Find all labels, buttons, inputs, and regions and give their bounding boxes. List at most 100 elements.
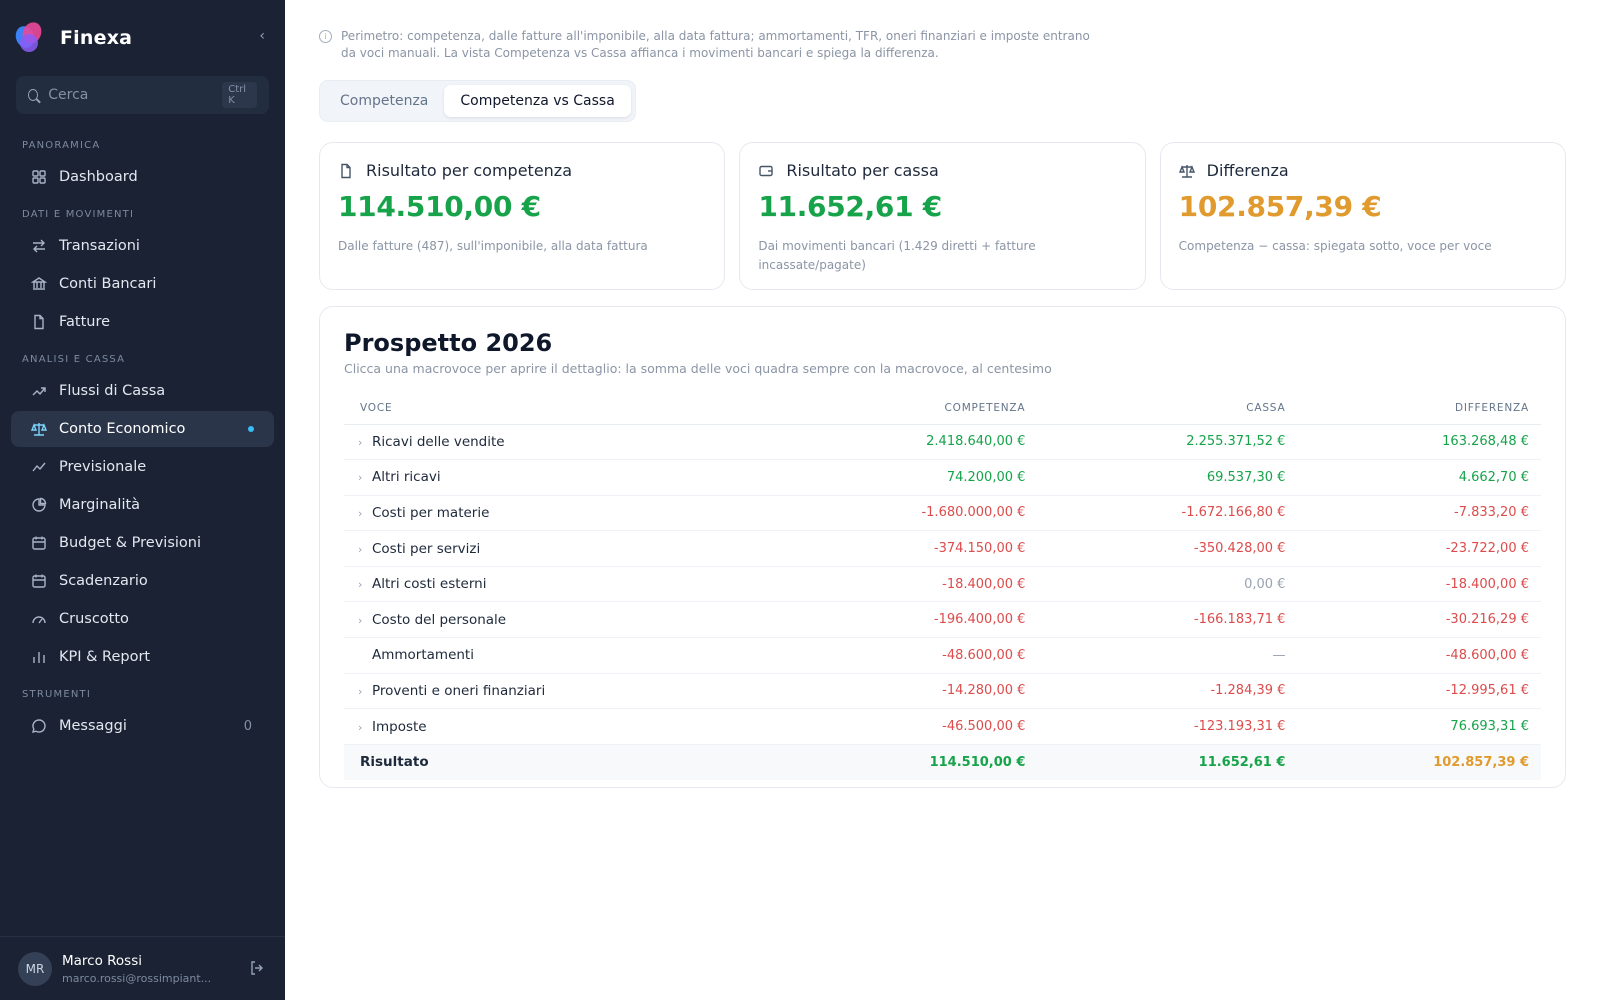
cell-cassa: 69.537,30 € — [1037, 459, 1298, 496]
sidebar-item-conto-economico[interactable]: Conto Economico — [11, 411, 274, 447]
search-icon — [28, 89, 39, 101]
sidebar-item-conti-bancari[interactable]: Conti Bancari — [11, 266, 274, 302]
cell-competenza: -18.400,00 € — [777, 566, 1038, 603]
card-value: 11.652,61 € — [758, 190, 942, 223]
info-text: Perimetro: competenza, dalle fatture all… — [341, 29, 1090, 60]
card-risultato-cassa: Risultato per cassa 11.652,61 € Dai movi… — [739, 142, 1146, 290]
chevron-right-icon[interactable]: › — [358, 435, 363, 449]
sidebar-item-fatture[interactable]: Fatture — [11, 304, 274, 340]
gauge-icon — [31, 611, 47, 627]
table-row[interactable]: › Altri ricavi 74.200,00 €69.537,30 €4.662… — [344, 459, 1541, 496]
table-row[interactable]: › Costi per servizi -374.150,00 € -350.428,… — [344, 530, 1541, 567]
sidebar-item-dashboard[interactable]: Dashboard — [11, 159, 274, 195]
sidebar-item-kpi-report[interactable]: KPI & Report — [11, 639, 274, 675]
search-input[interactable] — [48, 87, 223, 103]
sidebar-item-budget[interactable]: Budget & Previsioni — [11, 525, 274, 561]
sidebar-item-scadenzario[interactable]: Scadenzario — [11, 563, 274, 599]
card-risultato-competenza: Risultato per competenza 114.510,00 € Da… — [319, 142, 726, 290]
cell-differenza: -23.722,00 € — [1297, 530, 1541, 567]
sidebar-item-label: Marginalità — [59, 497, 141, 513]
cell-competenza: -196.400,00 € — [777, 601, 1038, 639]
collapse-sidebar-icon[interactable]: ‹ — [259, 28, 265, 44]
section-strumenti: STRUMENTI — [22, 689, 92, 700]
chevron-right-icon[interactable]: › — [358, 684, 363, 698]
bar-chart-icon — [31, 649, 47, 665]
chevron-right-icon[interactable]: › — [358, 613, 363, 627]
app-name: Finexa — [60, 27, 133, 49]
tab-competenza-vs-cassa[interactable]: Competenza vs Cassa — [444, 85, 631, 117]
sidebar-item-label: Previsionale — [59, 459, 147, 475]
sidebar-item-marginalita[interactable]: Marginalità — [11, 487, 274, 523]
header-voce: VOCE — [344, 392, 778, 425]
cell-voce: › Imposte — [344, 708, 778, 745]
sidebar-item-label: Flussi di Cassa — [59, 383, 166, 399]
cell-voce: › Altri costi esterni — [344, 566, 778, 603]
panel-subtitle: Clicca una macrovoce per aprire il detta… — [344, 361, 1052, 376]
grid-icon — [31, 169, 47, 185]
chevron-right-icon[interactable]: › — [358, 506, 363, 520]
chevron-right-icon[interactable]: › — [358, 720, 363, 734]
row-label: Costi per servizi — [372, 540, 481, 557]
user-profile[interactable]: MR Marco Rossi marco.rossi@rossimpiant..… — [0, 936, 285, 1000]
message-icon — [31, 718, 47, 734]
sidebar-item-label: Fatture — [59, 314, 111, 330]
cell-voce: › Costo del personale — [344, 601, 778, 639]
cell-cassa: 0,00 € — [1037, 566, 1298, 603]
cell-differenza: 163.268,48 € — [1297, 424, 1541, 461]
calendar-icon — [31, 573, 47, 589]
search-box[interactable]: Ctrl K — [16, 76, 269, 114]
row-label: Ammortamenti — [372, 647, 474, 664]
sidebar-item-label: Conto Economico — [59, 421, 186, 437]
table-row[interactable]: › Costi per materie -1.680.000,00 € -1.672.… — [344, 495, 1541, 532]
pie-chart-icon — [31, 497, 47, 513]
table-row: Ammortamenti -48.600,00 € — -48.600,00 € — [344, 637, 1541, 674]
table-row[interactable]: › Imposte -46.500,00 € -123.193,31 €76.693,… — [344, 708, 1541, 745]
search-shortcut: Ctrl K — [222, 82, 257, 108]
cell-cassa: -1.672.166,80 € — [1037, 495, 1298, 532]
logout-icon[interactable] — [249, 960, 265, 976]
user-email: marco.rossi@rossimpiant... — [62, 971, 212, 985]
wallet-icon — [758, 163, 774, 179]
sidebar-item-label: Cruscotto — [59, 611, 129, 627]
sidebar-item-transazioni[interactable]: Transazioni — [11, 228, 274, 264]
table-row[interactable]: › Altri costi esterni -18.400,00 €0,00 € -1… — [344, 566, 1541, 603]
total-differenza: 102.857,39 € — [1297, 744, 1541, 780]
sidebar-item-label: KPI & Report — [59, 649, 151, 665]
total-voce: Risultato — [344, 744, 778, 780]
cell-voce: › Altri ricavi — [344, 459, 778, 496]
table-row[interactable]: › Costo del personale -196.400,00 € -166.18… — [344, 601, 1541, 639]
cell-differenza: -48.600,00 € — [1297, 637, 1541, 674]
file-icon — [31, 314, 47, 330]
trending-up-icon — [31, 383, 47, 399]
card-title: Differenza — [1206, 161, 1289, 180]
cell-competenza: -1.680.000,00 € — [777, 495, 1038, 532]
sidebar-item-flussi-di-cassa[interactable]: Flussi di Cassa — [11, 373, 274, 409]
row-label: Costi per materie — [372, 504, 490, 521]
table-row[interactable]: › Proventi e oneri finanziari -14.280,00 €… — [344, 673, 1541, 710]
info-icon: i — [319, 30, 332, 43]
row-label: Ricavi delle vendite — [372, 433, 505, 450]
card-note: Competenza − cassa: spiegata sotto, voce… — [1178, 239, 1492, 253]
avatar: MR — [18, 951, 52, 986]
cell-cassa: -1.284,39 € — [1037, 673, 1298, 710]
cell-competenza: -14.280,00 € — [777, 673, 1038, 710]
user-name: Marco Rossi — [62, 952, 142, 969]
brand: Finexa ‹ — [0, 0, 285, 76]
file-icon — [338, 163, 354, 179]
chevron-right-icon[interactable]: › — [358, 542, 363, 556]
section-panoramica: PANORAMICA — [22, 140, 101, 151]
table-header-row: VOCE COMPETENZA CASSA DIFFERENZA — [344, 392, 1541, 425]
sidebar-item-messaggi[interactable]: Messaggi 0 — [11, 708, 274, 744]
chevron-right-icon[interactable]: › — [358, 578, 363, 592]
cell-differenza: -7.833,20 € — [1297, 495, 1541, 532]
sidebar-item-previsionale[interactable]: Previsionale — [11, 449, 274, 485]
tab-competenza[interactable]: Competenza — [340, 93, 429, 109]
card-value: 114.510,00 € — [338, 190, 541, 223]
row-label: Altri ricavi — [372, 469, 441, 486]
row-label: Altri costi esterni — [372, 576, 487, 593]
sidebar-item-cruscotto[interactable]: Cruscotto — [11, 601, 274, 637]
table-row[interactable]: › Ricavi delle vendite 2.418.640,00 €2.255… — [344, 424, 1541, 461]
main-content: i Perimetro: competenza, dalle fatture a… — [285, 0, 1600, 1000]
chevron-right-icon[interactable]: › — [358, 471, 363, 485]
bank-icon — [31, 276, 47, 292]
